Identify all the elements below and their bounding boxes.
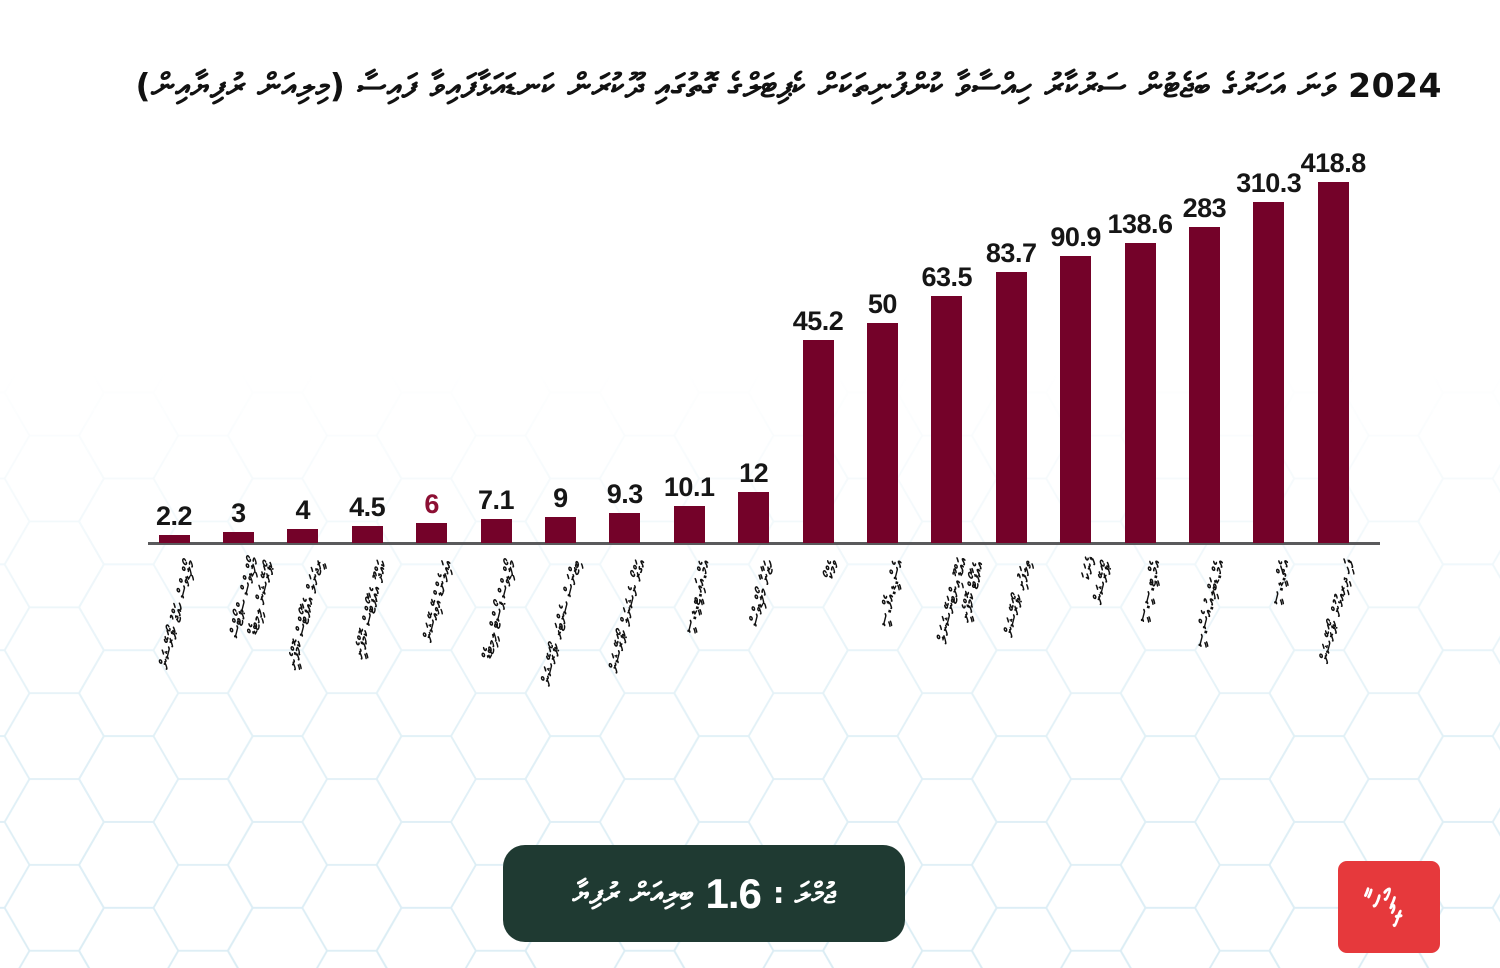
value-label: 50: [867, 289, 898, 319]
value-label: 138.6: [1107, 209, 1173, 239]
bar: [609, 513, 641, 543]
category-label: ހަޒާނާ މޯލްޑިވްސް: [746, 559, 779, 628]
bar: [1188, 227, 1220, 543]
value-label: 10.1: [663, 472, 715, 502]
bar: [673, 506, 705, 543]
bar: [480, 519, 512, 543]
bar: [222, 532, 254, 543]
total-callout: ޖުމްލަ : 1.6 ބިލިއަން ރުފިޔާ: [503, 845, 905, 942]
bar: [802, 340, 834, 543]
bar: [351, 526, 383, 543]
value-label: 4.5: [349, 492, 386, 522]
bar: [1253, 202, 1285, 543]
value-label: 4: [295, 495, 311, 525]
value-label: 90.9: [1050, 222, 1101, 252]
x-axis-line: [148, 542, 1380, 545]
value-label: 63.5: [921, 262, 973, 292]
value-label: 7.1: [477, 485, 515, 515]
bar: [1317, 182, 1349, 543]
value-label: 3: [231, 498, 246, 528]
total-unit: ބިލިއަން ރުފިޔާ: [572, 876, 694, 910]
bar: [931, 296, 963, 543]
bar: [158, 535, 190, 543]
value-label: 310.3: [1236, 168, 1302, 198]
value-label: 9.3: [606, 479, 644, 509]
total-label: ޖުމްލަ :: [772, 876, 836, 910]
category-label: ތިލަފުށި ކޯޕަރޭޝަން: [1001, 559, 1036, 639]
bar: [1124, 243, 1156, 543]
bar: [1060, 256, 1092, 543]
value-label: 418.8: [1300, 148, 1367, 178]
value-label: 2.2: [155, 501, 193, 531]
bar: [738, 492, 770, 543]
value-label: 6: [424, 489, 439, 519]
value-label: 45.2: [792, 306, 844, 336]
bar: [416, 523, 448, 543]
category-label: އެމް.އައި.ޓީ.ޑީ.ސީ: [680, 559, 714, 635]
bar: [544, 517, 576, 543]
total-value: 1.6: [705, 869, 761, 917]
bar: [995, 272, 1027, 543]
category-label: ފަހި ދިރިއުޅުން ކޯޕަރޭޝަން: [1316, 559, 1358, 666]
value-label: 83.7: [985, 238, 1037, 268]
mihaaru-logo-text: މިހާ ރު: [1361, 876, 1413, 935]
value-label: 283: [1182, 193, 1227, 223]
bar: [287, 529, 319, 543]
value-label: 12: [739, 458, 769, 488]
bar: [866, 323, 898, 543]
category-label: އެމް.ޑަބްލިއު.އެސް.ސީ: [1192, 559, 1229, 649]
chart-title: 2024 ވަނަ އަހަރުގެ ބަޖެޓުން ސަރުކާރު ހިއ…: [135, 66, 1442, 105]
category-label: ފެނަކަ ކޯޕަރޭޝަން: [1079, 556, 1117, 607]
category-label: އަގްރޯ ނެޝަނަލް ކޯޕަރޭޝަން: [605, 559, 650, 675]
mihaaru-logo: މިހާ ރު: [1338, 861, 1440, 953]
value-label: 9: [553, 483, 568, 513]
